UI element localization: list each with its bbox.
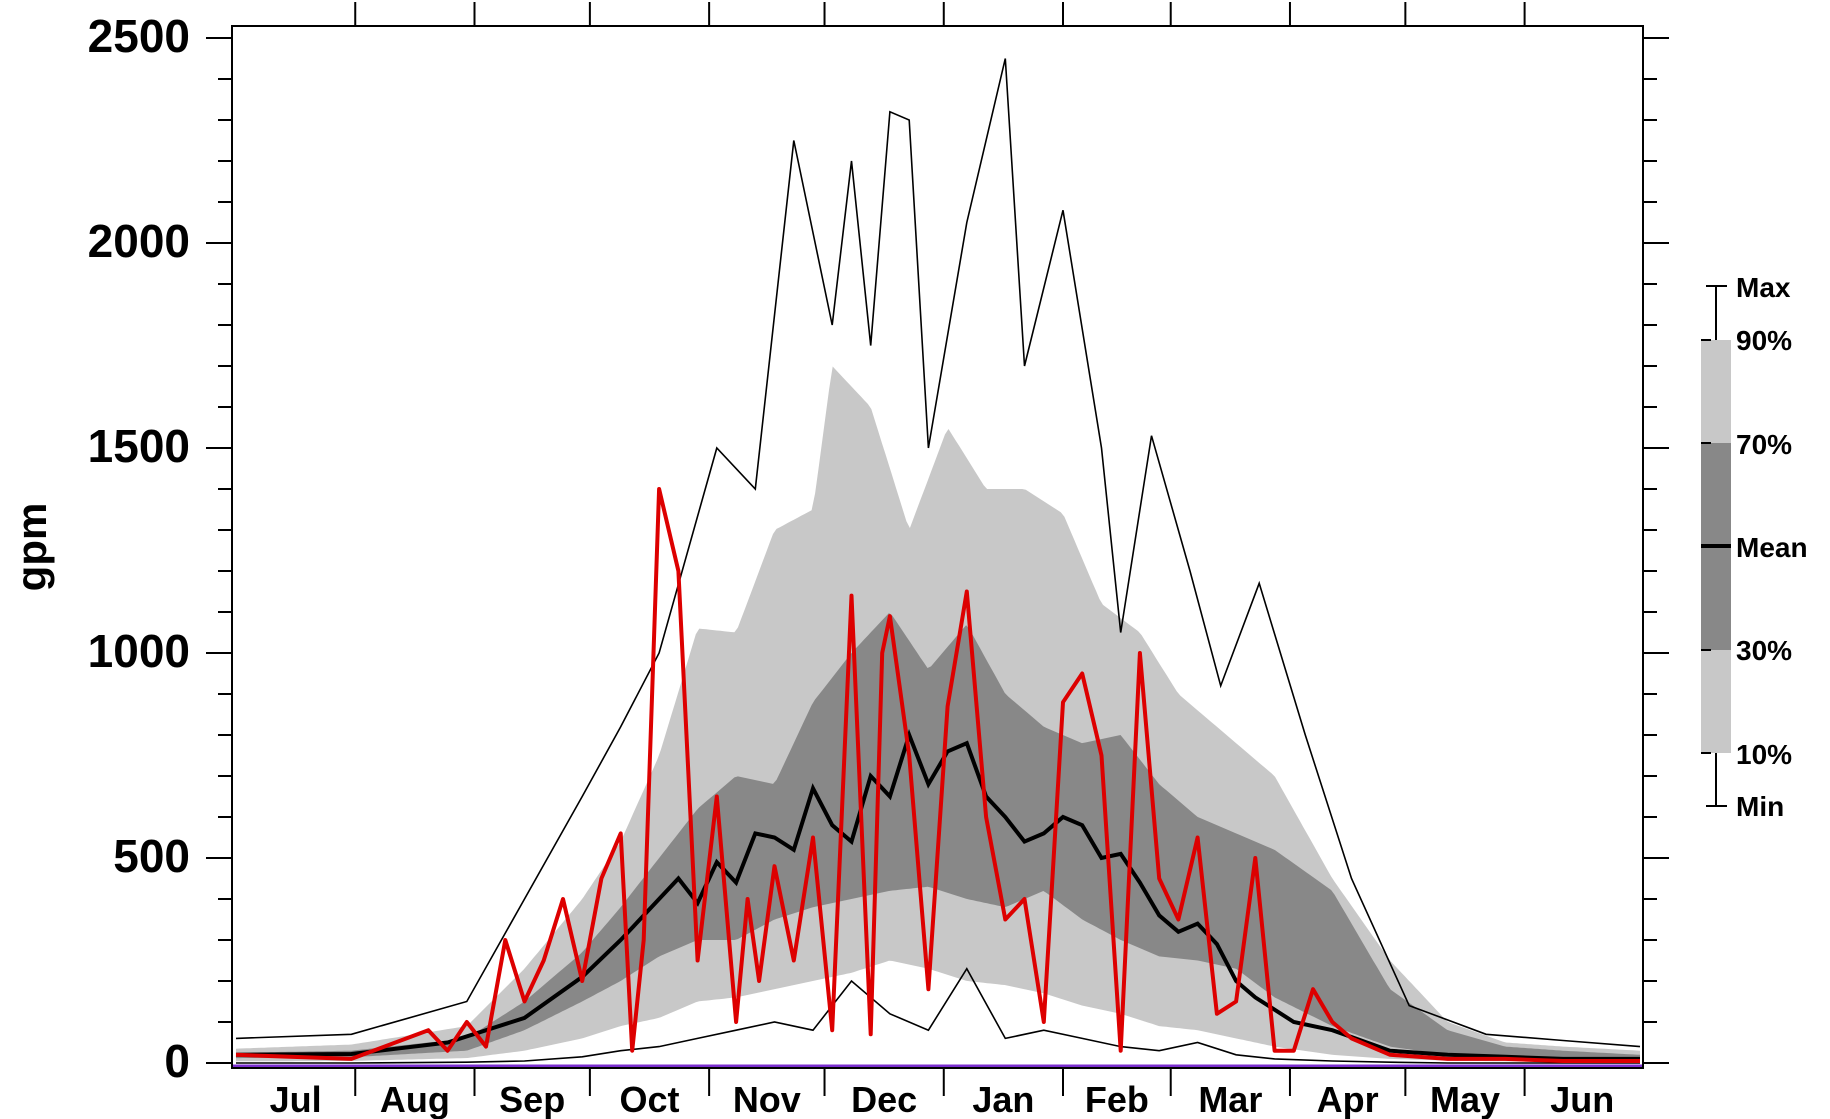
x-tick-label-apr: Apr [1317, 1079, 1379, 1119]
x-tick-label-mar: Mar [1198, 1079, 1262, 1119]
y-tick-labels: 0 500 1000 1500 2000 2500 [88, 10, 190, 1087]
ticks-layer [206, 2, 1669, 1096]
y-tick-label: 1000 [88, 625, 190, 677]
legend-label-min: Min [1736, 791, 1784, 822]
legend-label-p30: 30% [1736, 635, 1792, 666]
legend-label-max: Max [1736, 272, 1791, 303]
x-tick-label-aug: Aug [380, 1079, 450, 1119]
x-tick-label-oct: Oct [619, 1079, 679, 1119]
legend-ticks [1701, 339, 1711, 754]
x-tick-label-dec: Dec [851, 1079, 917, 1119]
x-tick-label-jul: Jul [270, 1079, 322, 1119]
x-tick-labels: Jul Aug Sep Oct Nov Dec Jan Feb Mar Apr May Jun [270, 1079, 1615, 1119]
max-line [235, 58, 1641, 1048]
y-tick-label: 0 [164, 1035, 190, 1087]
x-tick-label-jan: Jan [972, 1079, 1034, 1119]
legend-label-p90: 90% [1736, 325, 1792, 356]
y-tick-label: 500 [113, 830, 190, 882]
legend-label-p10: 10% [1736, 739, 1792, 770]
current-line [235, 487, 1640, 1063]
x-tick-label-may: May [1430, 1079, 1500, 1119]
x-tick-label-nov: Nov [733, 1079, 801, 1119]
min-line [236, 967, 1640, 1064]
plot-frame [231, 25, 1644, 1069]
bands-layer [236, 366, 1640, 1062]
x-tick-label-sep: Sep [499, 1079, 565, 1119]
legend-band-lower [1701, 650, 1731, 753]
mean-line [235, 728, 1640, 1061]
x-tick-label-feb: Feb [1085, 1079, 1149, 1119]
y-tick-label: 2500 [88, 10, 190, 62]
y-tick-label: 1500 [88, 420, 190, 472]
y-tick-label: 2000 [88, 215, 190, 267]
lines-layer [232, 58, 1643, 1068]
legend: Max 90% 70% Mean 30% 10% Min [1701, 272, 1808, 822]
legend-label-p70: 70% [1736, 429, 1792, 460]
x-tick-label-jun: Jun [1550, 1079, 1614, 1119]
legend-band-upper [1701, 340, 1731, 443]
legend-label-mean: Mean [1736, 532, 1808, 563]
y-axis-label: gpm [8, 503, 55, 592]
